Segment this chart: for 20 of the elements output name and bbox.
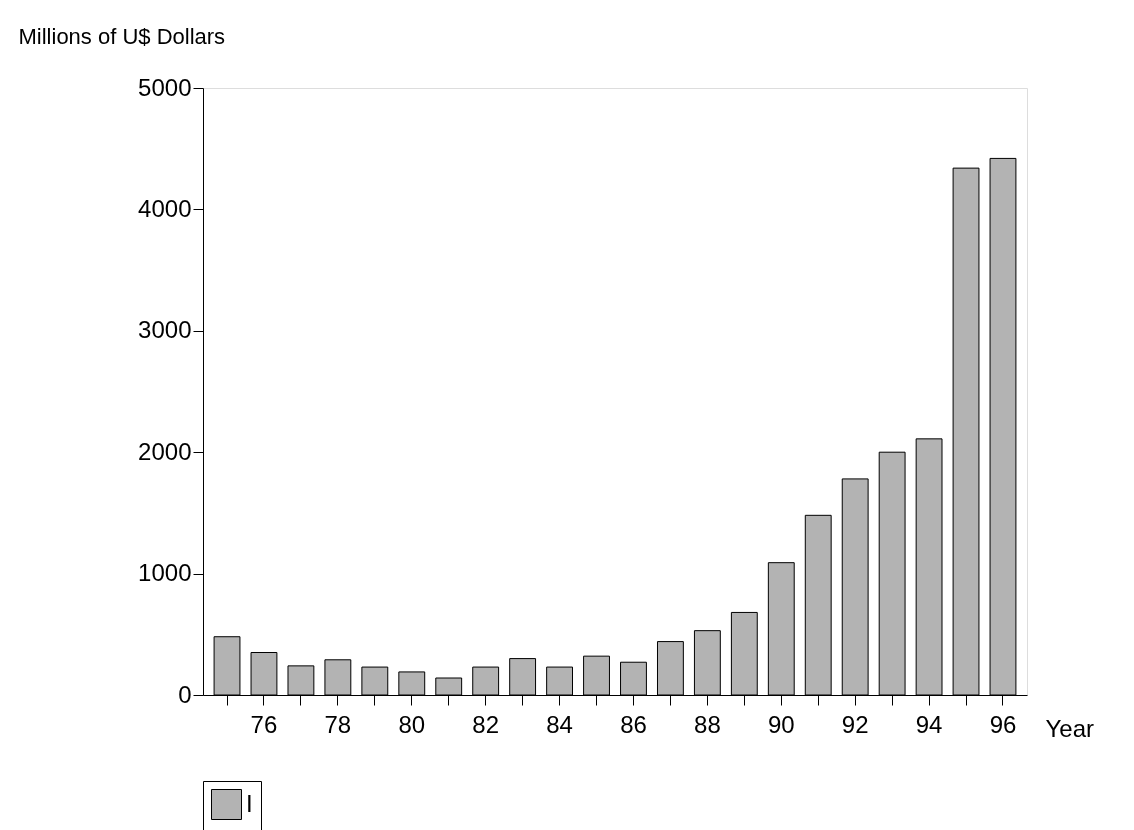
x-tick-label: 96	[989, 710, 1017, 738]
y-tick-label: 4000	[138, 194, 192, 222]
x-tick-label: 80	[398, 710, 426, 738]
y-tick-label: 0	[178, 680, 192, 708]
legend-label: I	[246, 789, 253, 817]
x-tick-label: 94	[915, 710, 943, 738]
x-tick-label: 84	[546, 710, 573, 738]
x-tick-label: 86	[620, 710, 647, 738]
y-tick-label: 1000	[138, 559, 192, 587]
x-tick-label: 78	[324, 710, 352, 738]
x-axis-title: Year	[1045, 714, 1094, 742]
x-tick-label: 88	[694, 710, 721, 738]
y-tick-label: 3000	[138, 316, 192, 344]
y-axis-title: Millions of U$ Dollars	[18, 23, 226, 49]
x-tick-label: 90	[767, 710, 795, 738]
x-tick-label: 82	[472, 710, 500, 738]
y-tick-label: 2000	[138, 437, 192, 465]
y-tick-label: 5000	[138, 73, 192, 101]
x-tick-label: 92	[841, 710, 869, 738]
x-tick-label: 76	[250, 710, 278, 738]
